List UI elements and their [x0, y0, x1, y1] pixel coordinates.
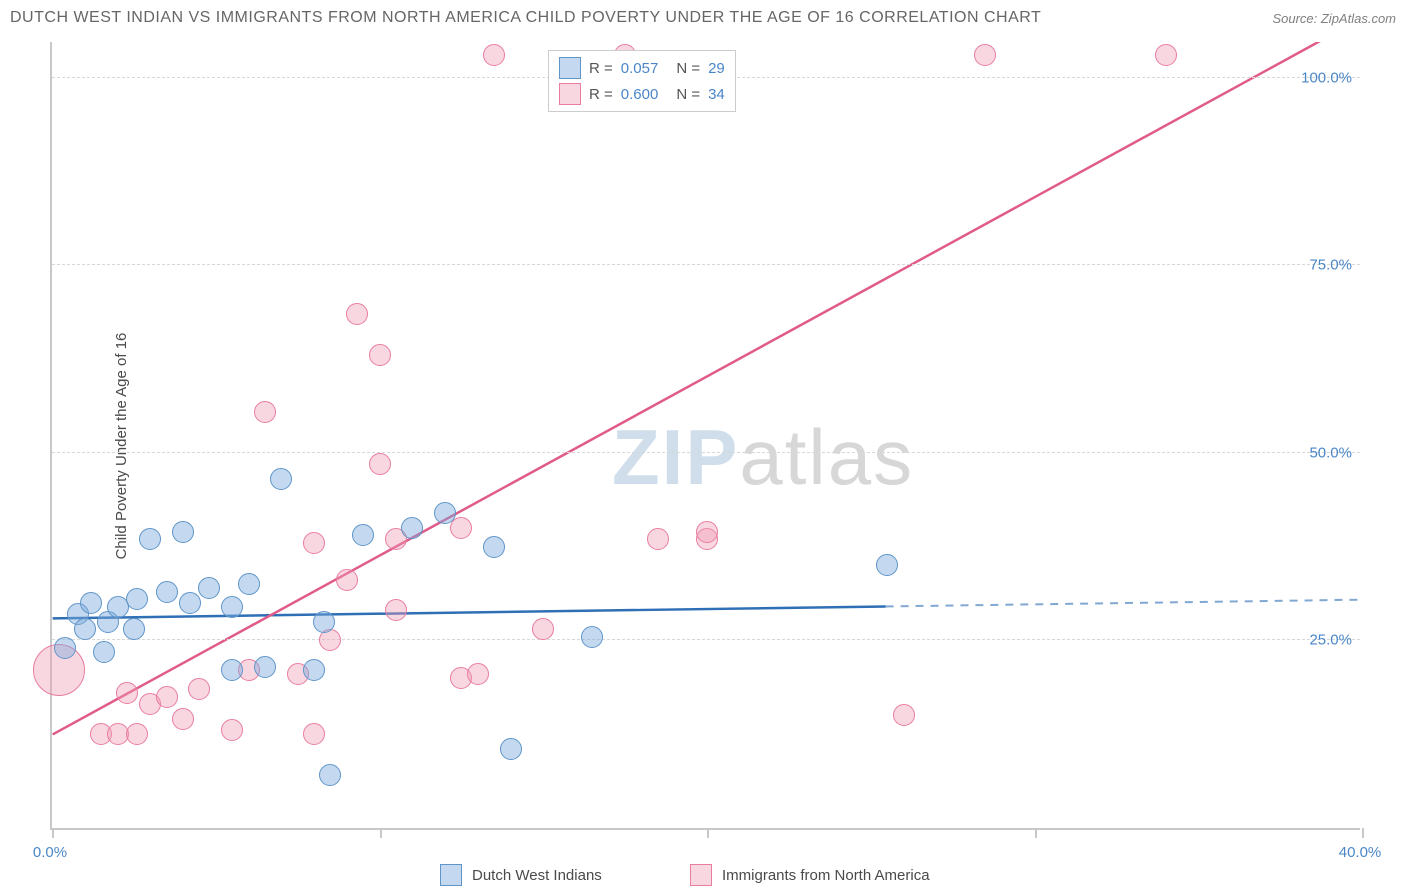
scatter-plot: ZIPatlas 25.0% 50.0% 75.0% 100.0%: [50, 42, 1360, 830]
data-point: [467, 663, 489, 685]
gridline: [52, 452, 1360, 453]
data-point: [221, 719, 243, 741]
y-tick-label: 100.0%: [1301, 69, 1352, 86]
legend-row: R = 0.600 N = 34: [559, 81, 725, 107]
data-point: [336, 569, 358, 591]
y-tick-label: 75.0%: [1309, 257, 1352, 274]
data-point: [179, 592, 201, 614]
series-label: Dutch West Indians: [472, 867, 602, 884]
data-point: [188, 678, 210, 700]
title-bar: DUTCH WEST INDIAN VS IMMIGRANTS FROM NOR…: [0, 0, 1406, 36]
data-point: [238, 573, 260, 595]
data-point: [1155, 44, 1177, 66]
correlation-legend: R = 0.057 N = 29 R = 0.600 N = 34: [548, 50, 736, 112]
data-point: [221, 659, 243, 681]
data-point: [156, 686, 178, 708]
y-tick-label: 25.0%: [1309, 632, 1352, 649]
data-point: [270, 468, 292, 490]
data-point: [313, 611, 335, 633]
data-point: [254, 401, 276, 423]
legend-r-value: 0.600: [621, 86, 659, 103]
data-point: [352, 524, 374, 546]
watermark-zip: ZIP: [612, 413, 739, 501]
data-point: [172, 708, 194, 730]
data-point: [319, 629, 341, 651]
watermark: ZIPatlas: [612, 412, 914, 503]
data-point: [126, 588, 148, 610]
data-point: [369, 453, 391, 475]
series-legend-item: Immigrants from North America: [690, 864, 930, 886]
data-point: [483, 536, 505, 558]
data-point: [93, 641, 115, 663]
data-point: [647, 528, 669, 550]
data-point: [385, 599, 407, 621]
data-point: [303, 723, 325, 745]
gridline: [52, 639, 1360, 640]
series-legend-item: Dutch West Indians: [440, 864, 602, 886]
trend-line: [53, 606, 886, 618]
data-point: [893, 704, 915, 726]
source-label: Source: ZipAtlas.com: [1272, 11, 1396, 26]
legend-r-value: 0.057: [621, 60, 659, 77]
x-tick-label: 40.0%: [1339, 844, 1382, 861]
data-point: [532, 618, 554, 640]
legend-swatch: [440, 864, 462, 886]
legend-swatch: [559, 57, 581, 79]
x-tick: [380, 828, 382, 838]
x-tick: [1362, 828, 1364, 838]
series-label: Immigrants from North America: [722, 867, 930, 884]
data-point: [483, 44, 505, 66]
data-point: [54, 637, 76, 659]
data-point: [581, 626, 603, 648]
chart-title: DUTCH WEST INDIAN VS IMMIGRANTS FROM NOR…: [10, 9, 1041, 27]
data-point: [346, 303, 368, 325]
x-tick: [707, 828, 709, 838]
legend-swatch: [690, 864, 712, 886]
x-tick: [52, 828, 54, 838]
data-point: [303, 532, 325, 554]
data-point: [303, 659, 325, 681]
data-point: [974, 44, 996, 66]
data-point: [198, 577, 220, 599]
data-point: [126, 723, 148, 745]
data-point: [401, 517, 423, 539]
y-tick-label: 50.0%: [1309, 444, 1352, 461]
data-point: [434, 502, 456, 524]
data-point: [80, 592, 102, 614]
legend-n-label: N =: [676, 86, 700, 103]
data-point: [172, 521, 194, 543]
legend-row: R = 0.057 N = 29: [559, 55, 725, 81]
data-point: [450, 517, 472, 539]
data-point: [139, 528, 161, 550]
legend-n-value: 29: [708, 60, 725, 77]
data-point: [254, 656, 276, 678]
legend-swatch: [559, 83, 581, 105]
x-tick-label: 0.0%: [33, 844, 67, 861]
legend-r-label: R =: [589, 86, 613, 103]
data-point: [696, 521, 718, 543]
legend-n-value: 34: [708, 86, 725, 103]
trend-line: [53, 42, 1360, 734]
data-point: [74, 618, 96, 640]
data-point: [156, 581, 178, 603]
watermark-atlas: atlas: [739, 413, 914, 501]
x-tick: [1035, 828, 1037, 838]
gridline: [52, 264, 1360, 265]
data-point: [116, 682, 138, 704]
legend-n-label: N =: [676, 60, 700, 77]
trend-line-extrapolated: [886, 600, 1360, 607]
data-point: [123, 618, 145, 640]
trend-lines-layer: [52, 42, 1360, 828]
data-point: [500, 738, 522, 760]
data-point: [369, 344, 391, 366]
data-point: [221, 596, 243, 618]
legend-r-label: R =: [589, 60, 613, 77]
data-point: [319, 764, 341, 786]
data-point: [876, 554, 898, 576]
